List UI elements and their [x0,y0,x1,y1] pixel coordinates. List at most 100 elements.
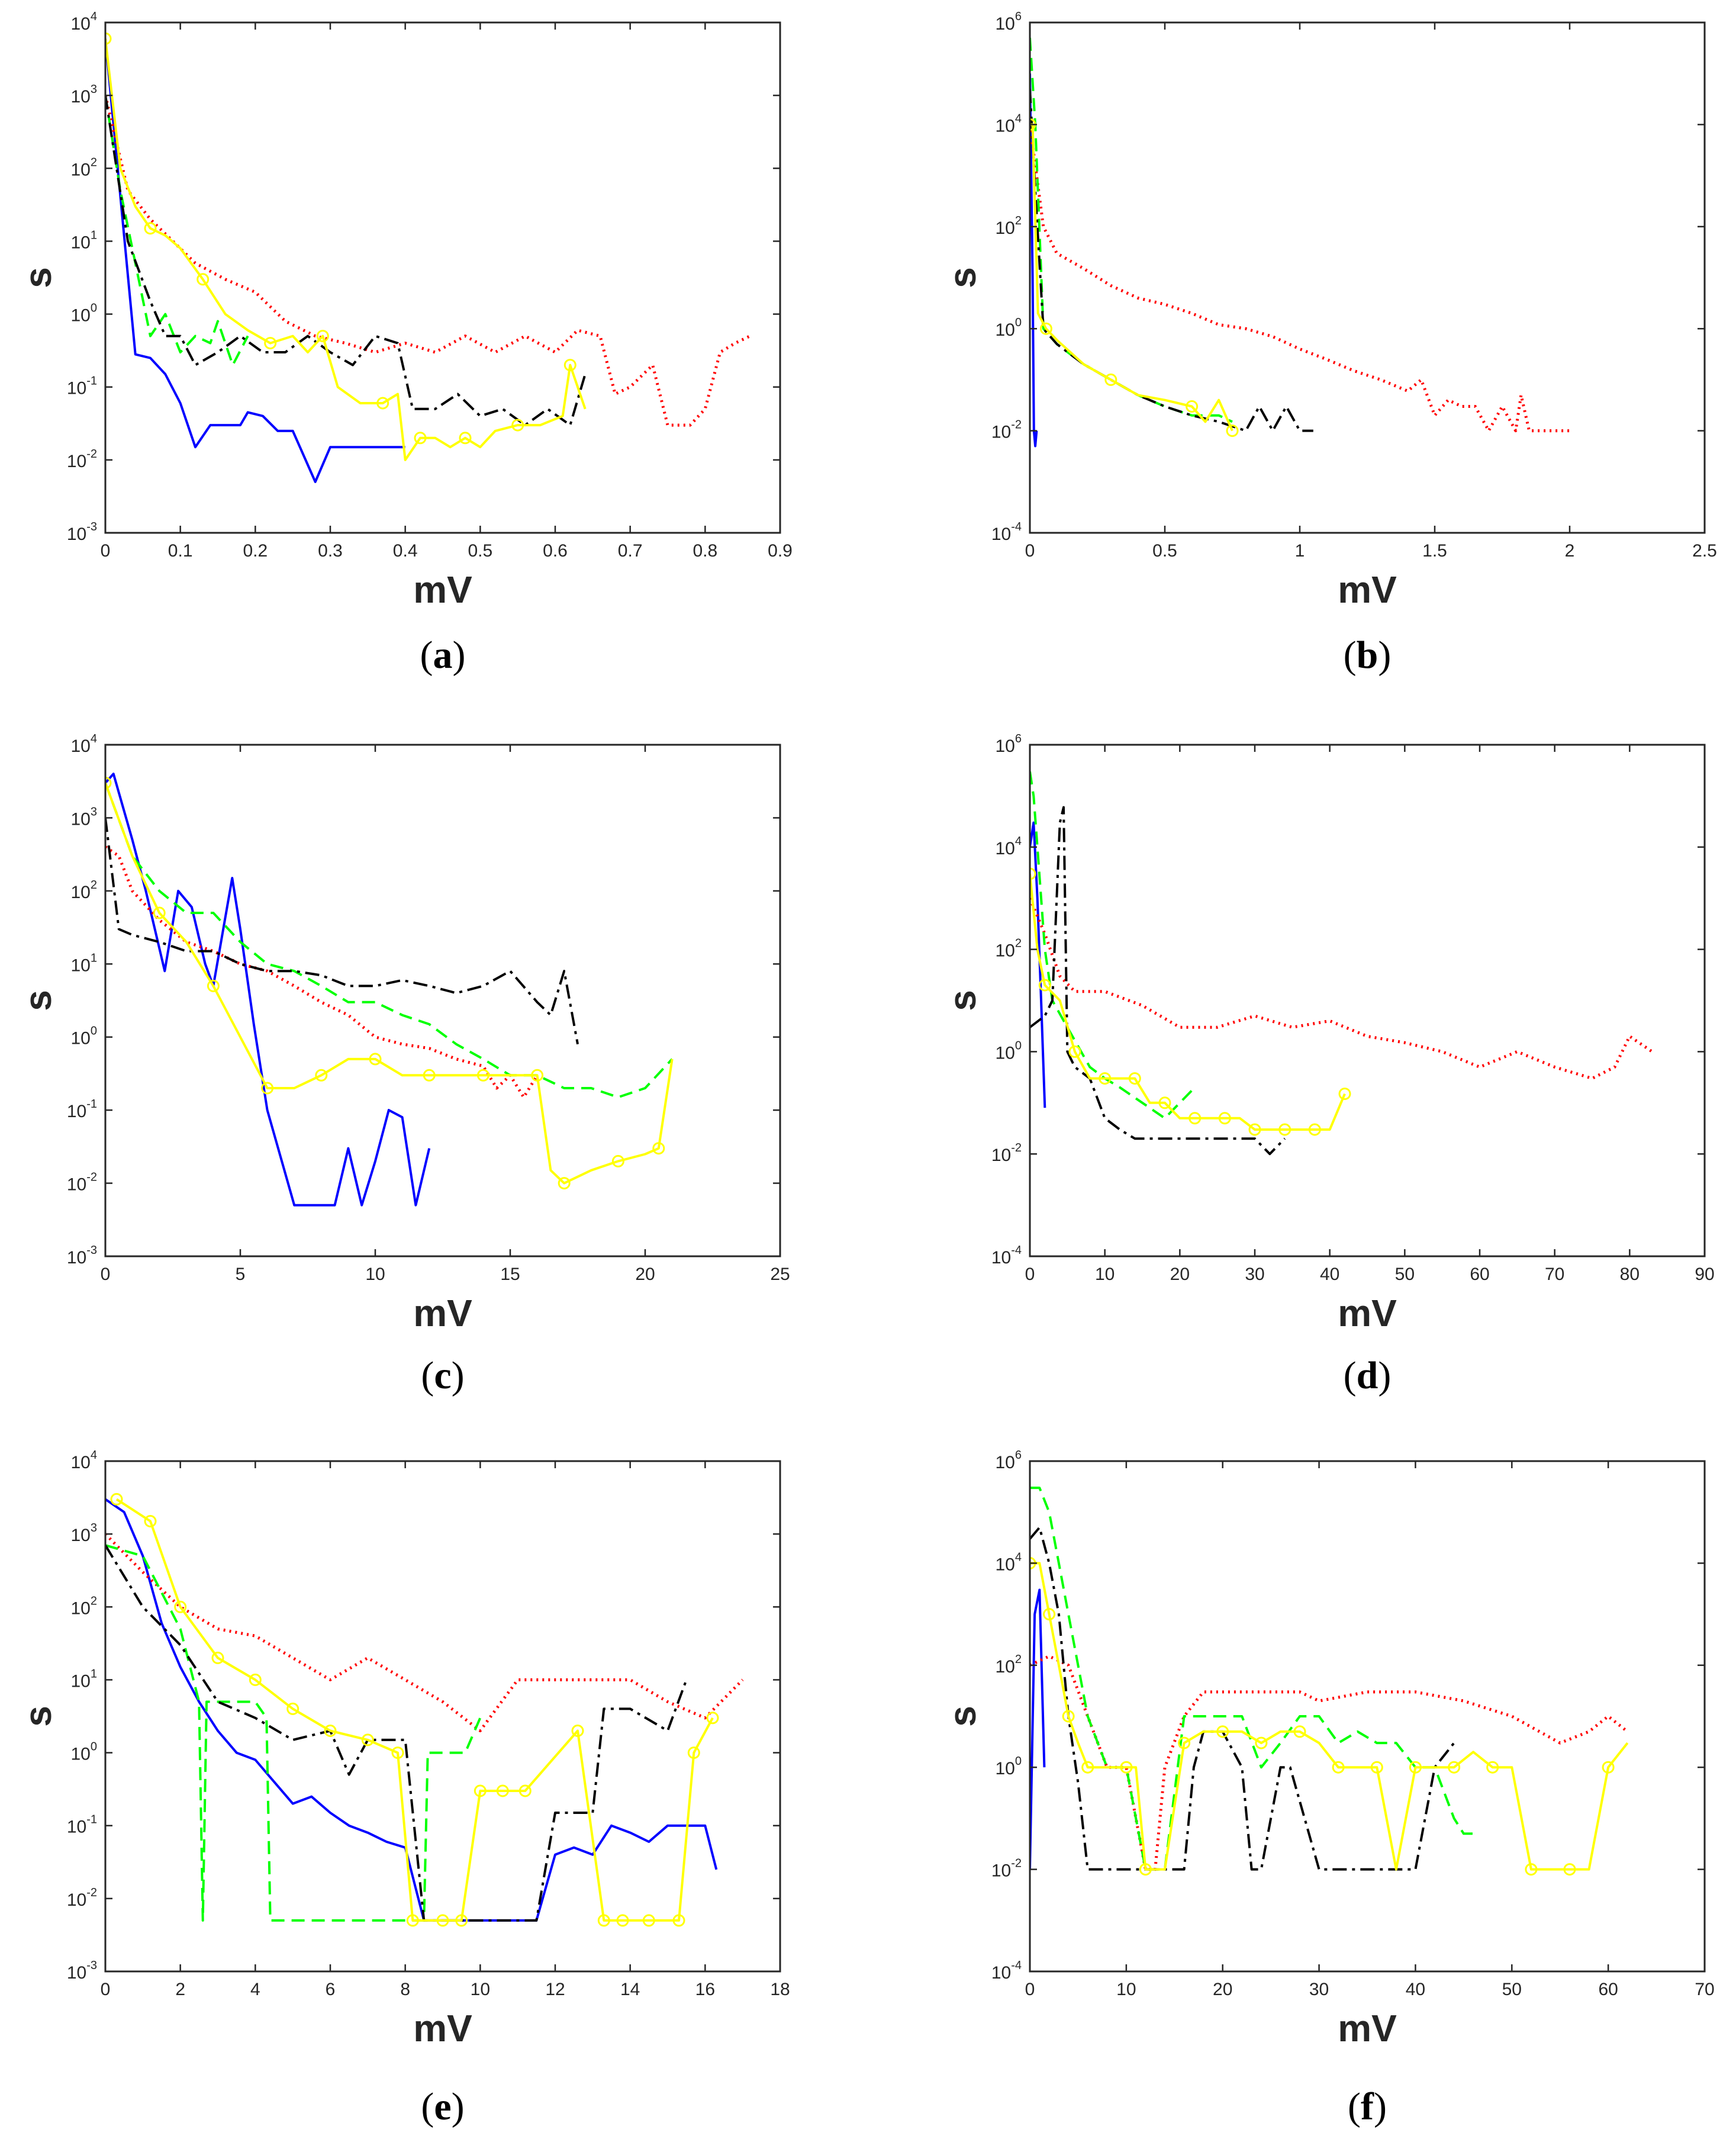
series-yellow-marker [672,1914,685,1927]
series-red-line-d [1030,898,1653,1080]
panel-label-c: (c) [421,1354,464,1397]
y-tick-label: 102 [71,156,98,179]
x-tick-label: 0.5 [1152,541,1177,561]
axes-frame-f [1029,1460,1706,1973]
series-yellow-marker [211,1651,224,1664]
series-red-line-f [1030,1655,1629,1871]
chart-panel-c: 0 5 10 15 20 25 10-3 10-2 10-1 100 101 102 103 104 mV s… [17,732,790,1397]
x-tick-label: 2 [1565,541,1575,561]
x-tick-label: 20 [1213,1980,1232,1999]
y-tick-label: 104 [996,1551,1022,1574]
series-yellow-marker [616,1914,629,1927]
chart-panel-a: 0 0.1 0.2 0.3 0.4 0.5 0.6 0.7 0.8 0.9 10-3 10-2 10-1… [17,10,793,677]
x-tick-label: 16 [695,1980,715,1999]
series-yellow-marker [144,1515,157,1527]
series-yellow-marker [518,1784,532,1797]
x-tick-label: 20 [635,1265,655,1284]
y-tick-label: 104 [996,835,1022,858]
series-green-line-f [1030,1487,1474,1871]
plot-area-d [1030,771,1653,1156]
x-tick-label: 70 [1545,1265,1564,1284]
x-tick-label: 4 [250,1980,260,1999]
x-tick-label: 10 [471,1980,490,1999]
y-axis-title: s [941,267,984,288]
series-green-line-b [1030,37,1233,423]
series-yellow-line-a [105,38,587,461]
y-tick-label: 10-2 [67,448,97,471]
series-yellow-marker [1030,867,1036,880]
series-yellow-marker [687,1746,700,1759]
x-tick-label: 18 [770,1980,790,1999]
x-tick-label: 0.4 [393,541,418,561]
series-yellow-marker [496,1784,509,1797]
chart-panel-f: 0 10 20 30 40 50 60 70 10-4 10-2 100 102 104 106 mV s (f… [941,1449,1715,2128]
series-green-line-a [105,95,249,366]
y-tick-label: 104 [71,732,98,756]
series-yellow-marker [1099,1072,1112,1085]
x-tick-label: 50 [1502,1980,1522,1999]
x-tick-label: 1 [1295,541,1305,561]
series-black-line-e [105,1545,688,1922]
x-tick-label: 50 [1395,1265,1415,1284]
x-tick-label: 10 [1116,1980,1136,1999]
x-tick-label: 20 [1170,1265,1190,1284]
series-yellow-marker [1255,1736,1268,1749]
panel-label-f: (f) [1348,2085,1387,2128]
y-tick-label: 10-1 [67,1098,97,1121]
y-tick-label: 100 [71,1025,98,1048]
series-yellow-marker [455,1914,468,1927]
x-tick-label: 0.7 [618,541,643,561]
series-yellow-marker [558,1177,571,1190]
chart-panel-b: 0 0.5 1 1.5 2 2.5 10-4 10-2 100 102 104 106 mV s (b) [941,10,1717,677]
x-tick-label: 30 [1245,1265,1264,1284]
axes-frame-d [1029,744,1706,1257]
y-tick-label: 102 [996,1653,1022,1677]
x-tick-label: 80 [1620,1265,1640,1284]
series-yellow-marker [1308,1123,1321,1136]
series-yellow-marker [361,1733,374,1746]
series-yellow-line-b [1030,123,1233,432]
x-tick-label: 0.3 [318,541,343,561]
panel-label-a: (a) [420,633,466,677]
panel-label-b: (b) [1344,633,1392,677]
series-yellow-line-f [1030,1562,1629,1871]
plot-area-b [1030,37,1570,448]
y-tick-label: 10-4 [991,1244,1022,1268]
x-tick-label: 0 [101,1980,111,1999]
x-tick-label: 1.5 [1422,541,1447,561]
y-tick-label: 10-1 [67,375,97,398]
series-blue-line-c [105,773,431,1207]
x-tick-label: 0.8 [693,541,717,561]
series-yellow-marker [1038,979,1051,992]
series-yellow-marker [1218,1112,1231,1125]
series-yellow-marker [474,1784,487,1797]
series-yellow-marker [652,1142,665,1155]
series-yellow-marker [153,906,166,919]
series-yellow-marker [611,1154,624,1167]
series-yellow-marker [1370,1761,1383,1774]
y-tick-label: 101 [71,1667,98,1691]
series-yellow-marker [1186,400,1199,413]
axes-frame-c [104,744,781,1257]
y-tick-label: 106 [996,10,1022,34]
y-tick-label: 103 [71,805,98,829]
series-yellow-marker [1602,1761,1615,1774]
x-axis-title: mV [1338,1292,1397,1334]
series-blue-line-e [105,1498,718,1922]
x-tick-label: 0 [1025,1265,1035,1284]
series-yellow-marker [207,979,220,992]
x-tick-label: 12 [545,1980,565,1999]
series-yellow-marker [563,359,576,372]
x-tick-label: 25 [770,1265,790,1284]
y-tick-label: 102 [71,1594,98,1618]
x-axis-title: mV [413,2007,472,2050]
y-tick-label: 103 [71,1521,98,1545]
axes-frame-e [104,1460,781,1973]
series-yellow-marker [286,1702,299,1715]
x-tick-label: 5 [236,1265,246,1284]
series-yellow-marker [1068,1045,1081,1058]
series-yellow-marker [1448,1761,1461,1774]
series-green-line-e [105,1544,482,1922]
series-yellow-marker [414,432,427,445]
